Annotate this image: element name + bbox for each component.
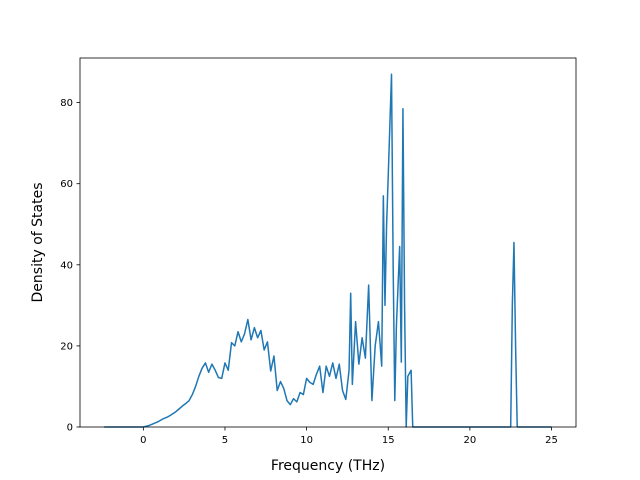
tick-group: 0 5 10 15 20 25 0 20 40 60 80	[60, 98, 558, 446]
x-tick-label: 0	[140, 435, 146, 446]
y-tick-label: 20	[60, 341, 73, 352]
x-tick-label: 20	[464, 435, 477, 446]
x-tick-label: 25	[545, 435, 558, 446]
y-axis-label: Density of States	[30, 183, 46, 303]
y-tick-label: 0	[67, 423, 73, 434]
x-tick-label: 5	[222, 435, 228, 446]
y-tick-label: 40	[60, 260, 73, 271]
y-tick-label: 80	[60, 98, 73, 109]
x-tick-label: 15	[382, 435, 395, 446]
y-tick-label: 60	[60, 179, 73, 190]
x-axis-label: Frequency (THz)	[271, 458, 385, 474]
plot-area-frame	[79, 57, 577, 428]
x-tick-label: 10	[300, 435, 313, 446]
dos-series-line	[104, 73, 552, 428]
series-group	[104, 73, 552, 428]
